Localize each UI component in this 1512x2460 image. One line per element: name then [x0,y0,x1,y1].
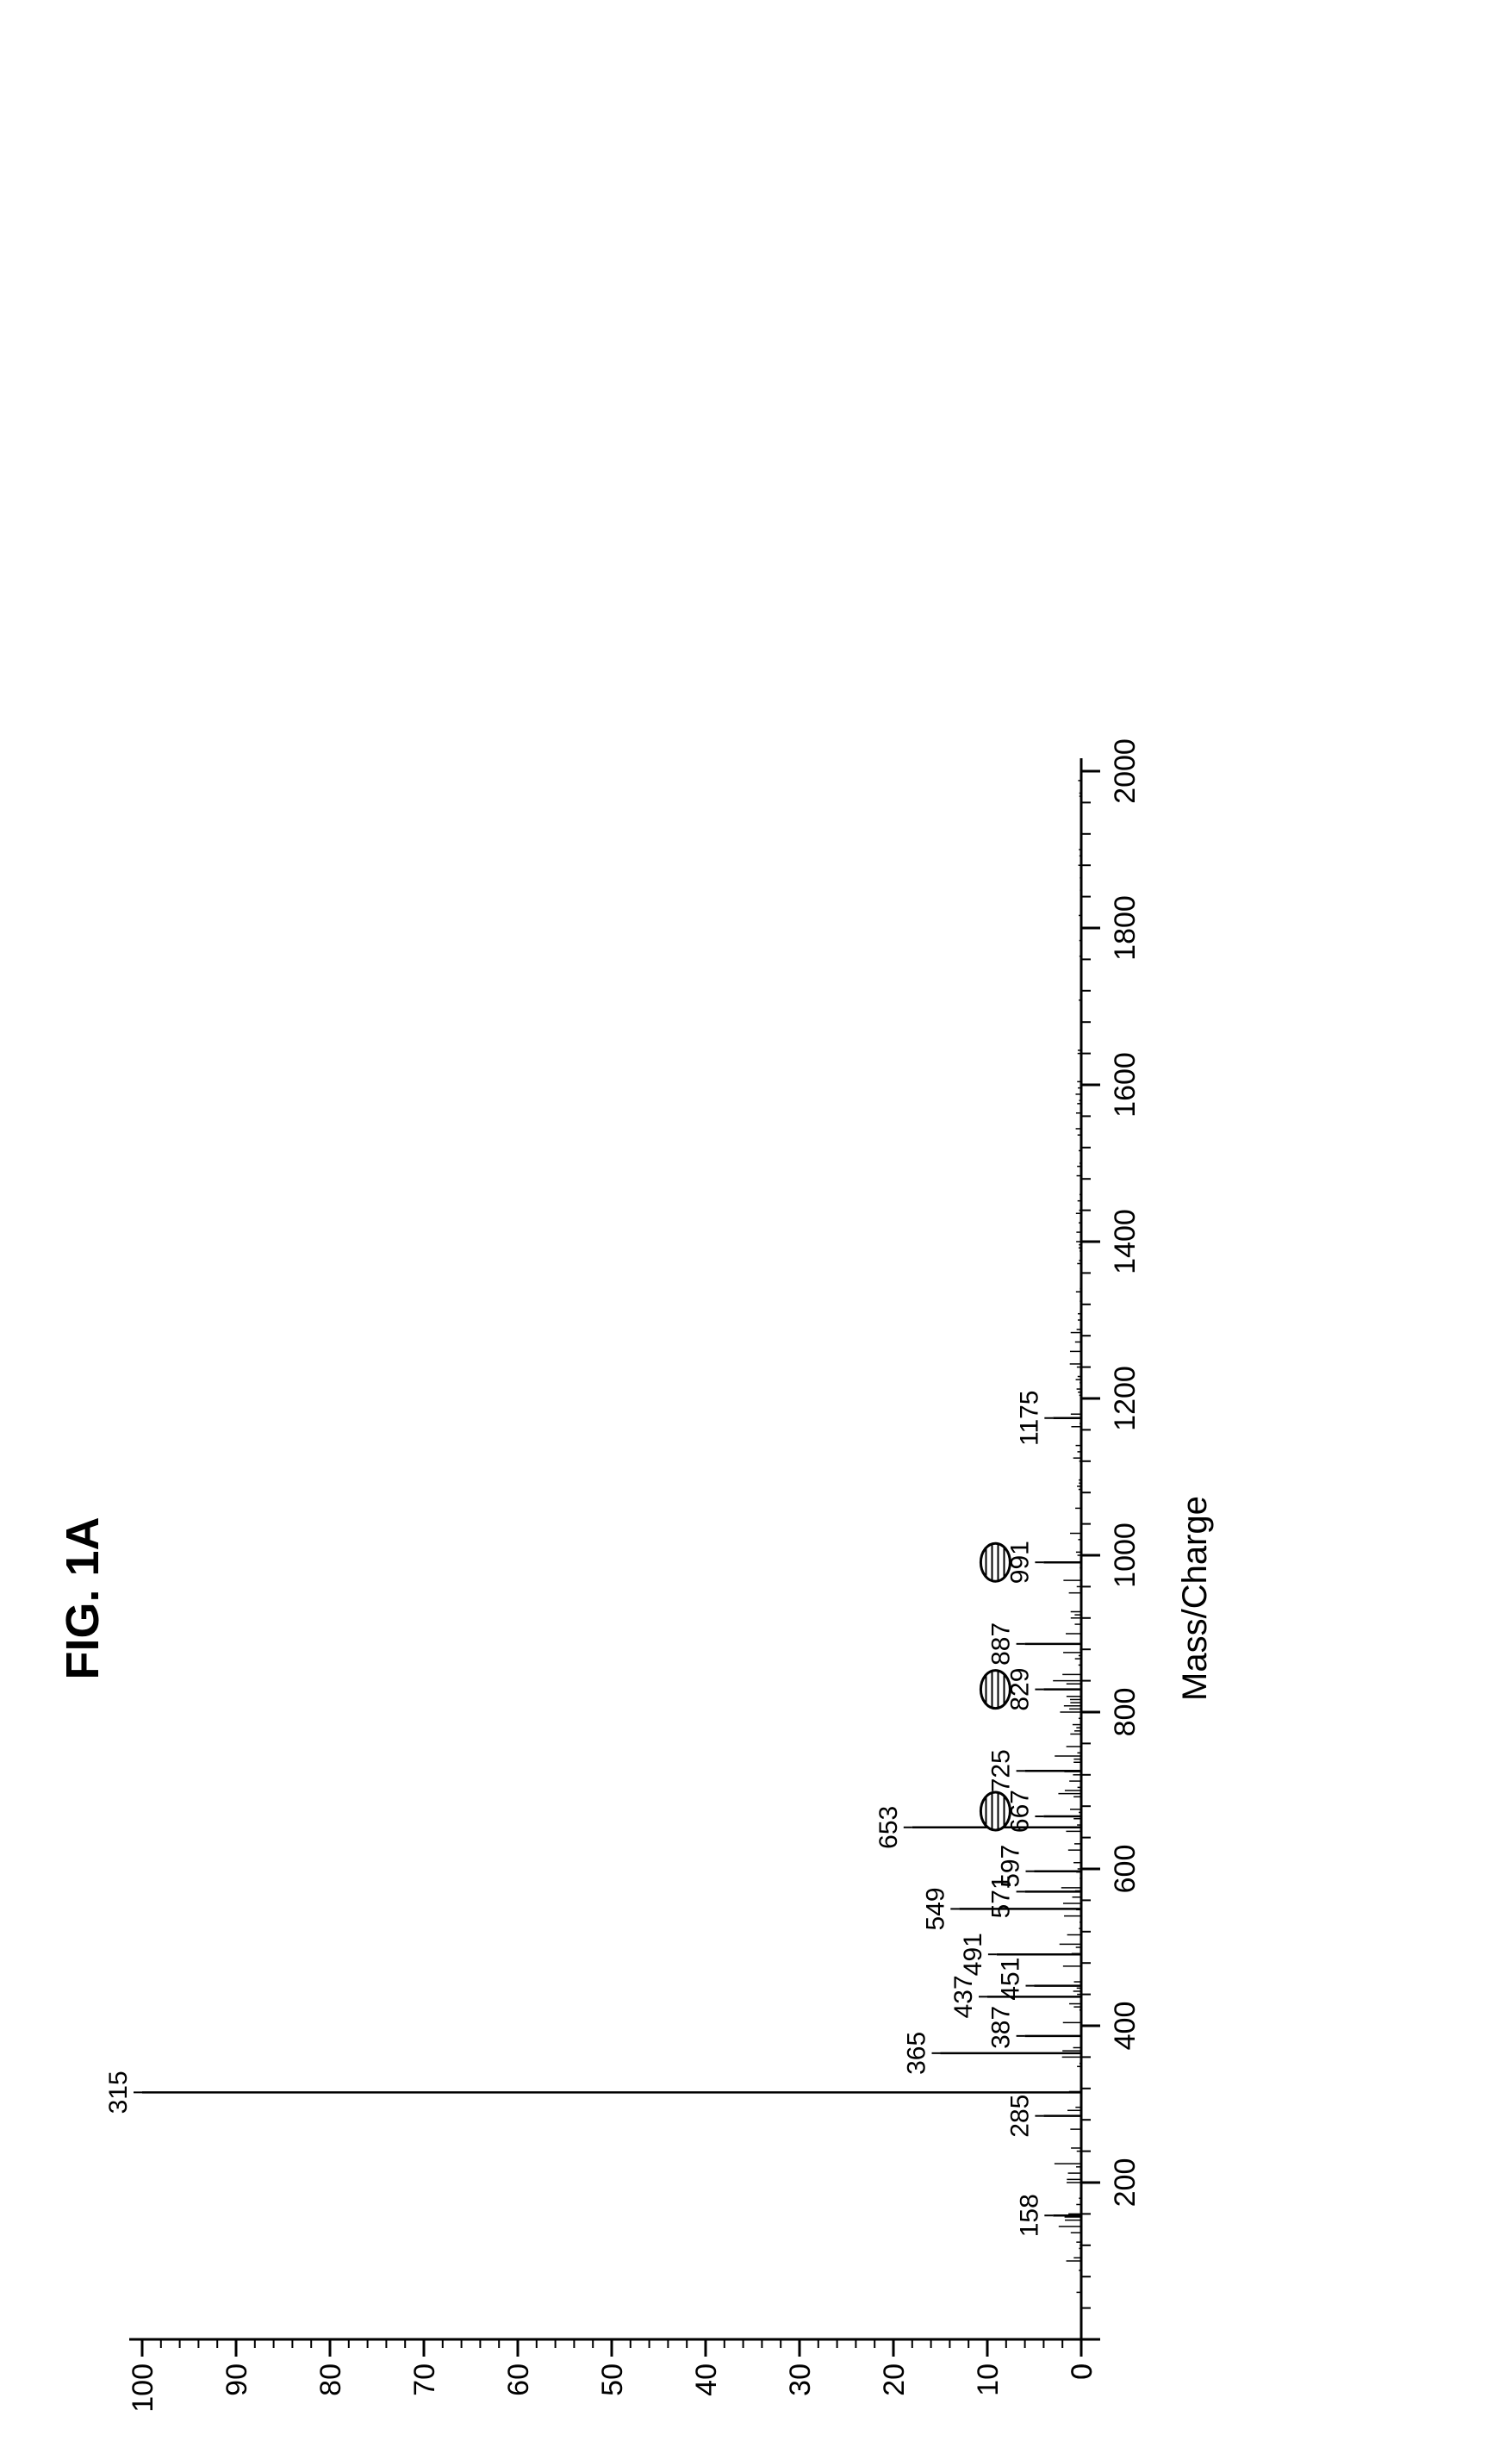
svg-text:400: 400 [1109,2002,1142,2051]
peak-label: 158 [1015,2194,1043,2237]
svg-text:1200: 1200 [1109,1366,1142,1431]
svg-text:1400: 1400 [1109,1209,1142,1274]
svg-text:50: 50 [596,2363,629,2396]
svg-text:20: 20 [878,2363,911,2396]
peak-label: 491 [959,1933,987,1976]
peak-label: 387 [987,2006,1016,2049]
svg-text:80: 80 [314,2363,347,2396]
rotated-chart-container: FIG. 1A 01020304050607080901002004006008… [90,737,1426,2460]
peak-label: 451 [997,1958,1025,2001]
figure-title: FIG. 1A [56,1516,109,1679]
peak-label: 1175 [1015,1390,1043,1446]
peak-label: 725 [987,1749,1016,1792]
svg-text:1000: 1000 [1109,1523,1142,1588]
hatched-marker-icon [980,1792,1010,1830]
x-axis-label: Mass/Charge [1176,1496,1215,1701]
svg-text:60: 60 [502,2363,535,2396]
peak-label: 887 [987,1622,1016,1666]
peak-label: 597 [997,1845,1025,1888]
svg-text:100: 100 [127,2363,159,2413]
svg-text:40: 40 [690,2363,723,2396]
svg-text:2000: 2000 [1109,738,1142,804]
svg-text:90: 90 [221,2363,253,2396]
peak-label: 549 [921,1887,949,1930]
svg-text:1600: 1600 [1109,1052,1142,1118]
peak-label: 285 [1005,2095,1034,2138]
svg-text:30: 30 [784,2363,817,2396]
svg-text:0: 0 [1066,2363,1098,2380]
svg-text:1800: 1800 [1109,895,1142,961]
peak-label: 365 [903,2032,931,2075]
hatched-marker-icon [980,1543,1010,1581]
peak-label: 315 [104,2071,133,2114]
hatched-marker-icon [980,1671,1010,1709]
mass-spectrum-chart: 0 10 20 30 40 50 60 70 80 90 100 200 400 600 800 1000 12… [90,737,1210,2460]
peak-label: 437 [949,1975,978,2018]
svg-text:10: 10 [972,2363,1005,2396]
svg-text:70: 70 [408,2363,441,2396]
svg-text:200: 200 [1109,2158,1142,2208]
svg-text:800: 800 [1109,1688,1142,1737]
peak-label: 653 [874,1806,903,1849]
svg-text:600: 600 [1109,1845,1142,1894]
page: FIG. 1A 01020304050607080901002004006008… [0,0,1512,1962]
